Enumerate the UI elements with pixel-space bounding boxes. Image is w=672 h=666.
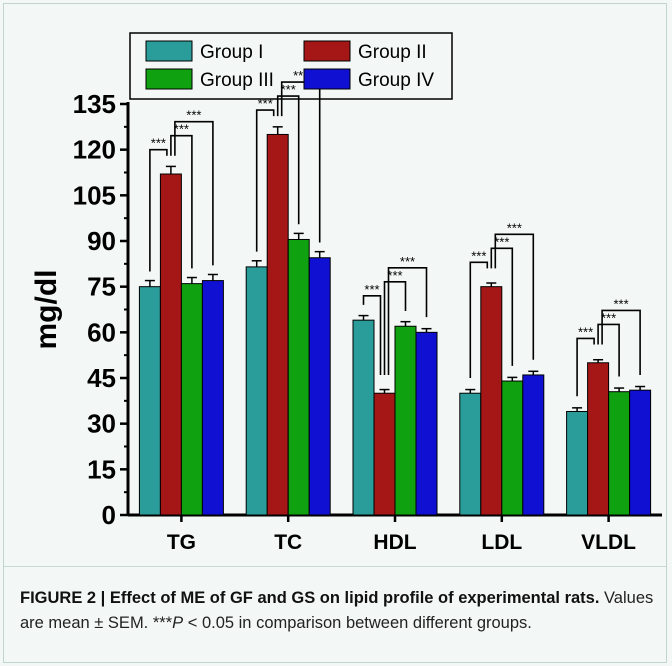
significance-label: *** <box>471 248 486 263</box>
y-tick-label: 60 <box>87 317 116 347</box>
significance-bracket <box>576 337 595 397</box>
significance-bracket <box>601 309 641 375</box>
legend-swatch <box>145 40 193 62</box>
legend-box <box>129 32 453 100</box>
y-tick-label: 135 <box>73 89 116 119</box>
significance-label: *** <box>494 234 509 249</box>
significance-label: *** <box>614 296 629 311</box>
bar <box>266 133 289 516</box>
y-axis-label: mg/dl <box>30 270 63 350</box>
significance-bracket <box>383 281 407 375</box>
bar-chart: 0 15 30 45 60 75 90 105 120 135 mg/dl TG TC HDL LDL VLD… <box>30 32 662 554</box>
bar <box>159 173 182 516</box>
bar <box>287 238 310 516</box>
x-tick-label: TC <box>274 531 302 554</box>
significance-label: *** <box>364 282 379 297</box>
bar <box>352 319 375 516</box>
significance-bracket <box>149 148 168 272</box>
y-tick-label: 120 <box>73 135 116 165</box>
legend-label: Group II <box>358 42 427 63</box>
legend-label: Group III <box>200 70 274 91</box>
figure-frame <box>3 3 667 663</box>
significance-bracket <box>494 233 535 360</box>
significance-label: *** <box>258 96 273 111</box>
x-tick-label: HDL <box>373 531 416 554</box>
figure-label: FIGURE 2 | <box>20 589 106 607</box>
significance-label: *** <box>507 220 522 235</box>
bar <box>201 280 224 516</box>
legend-label: Group I <box>200 42 263 63</box>
bar <box>308 257 331 516</box>
significance-bracket <box>170 134 193 269</box>
caption-body-post: < 0.05 in comparison between different g… <box>183 614 532 632</box>
significance-label: *** <box>186 108 201 123</box>
bar <box>245 266 268 516</box>
x-tick-label: TG <box>167 531 196 554</box>
x-tick-label: VLDL <box>581 531 636 554</box>
legend-swatch <box>303 68 351 90</box>
y-tick-label: 15 <box>87 454 116 484</box>
bar <box>415 331 438 516</box>
significance-label: *** <box>400 254 415 269</box>
y-tick-label: 90 <box>87 226 116 256</box>
significance-label: *** <box>601 310 616 325</box>
bar <box>138 286 161 516</box>
significance-bracket <box>255 109 275 252</box>
caption-body-pre: Values are mean ± SEM. *** <box>20 589 654 632</box>
significance-label: *** <box>281 82 296 97</box>
significance-bracket <box>469 261 489 378</box>
y-tick-label: 0 <box>102 500 116 530</box>
y-tick-label: 105 <box>73 180 116 210</box>
caption-divider <box>4 566 666 567</box>
legend-swatch <box>303 40 351 62</box>
significance-bracket <box>276 95 300 225</box>
significance-label: *** <box>174 122 189 137</box>
bar <box>522 374 545 516</box>
figure-title: Effect of ME of GF and GS on lipid profi… <box>109 589 600 607</box>
bar <box>566 410 589 516</box>
bar <box>608 391 631 516</box>
bar <box>629 389 652 516</box>
legend-label: Group IV <box>358 70 434 91</box>
bar <box>459 392 482 516</box>
bar <box>394 325 417 516</box>
bar <box>501 380 524 516</box>
significance-label: *** <box>578 324 593 339</box>
bar <box>480 286 503 516</box>
y-tick-label: 30 <box>87 409 116 439</box>
caption-p-symbol: P <box>172 614 184 632</box>
significance-label: *** <box>387 268 402 283</box>
bar <box>373 392 396 516</box>
significance-bracket <box>597 323 620 377</box>
y-tick-label: 45 <box>87 363 116 393</box>
significance-bracket <box>387 267 428 375</box>
significance-label: *** <box>151 136 166 151</box>
figure-caption: FIGURE 2 | Effect of ME of GF and GS on … <box>20 586 660 636</box>
significance-bracket <box>174 120 214 266</box>
bar <box>587 362 610 516</box>
significance-bracket <box>490 247 514 366</box>
y-tick-label: 75 <box>87 272 116 302</box>
bar <box>180 283 203 516</box>
legend-swatch <box>145 68 193 90</box>
significance-bracket <box>362 295 382 375</box>
x-tick-label: LDL <box>481 531 522 554</box>
